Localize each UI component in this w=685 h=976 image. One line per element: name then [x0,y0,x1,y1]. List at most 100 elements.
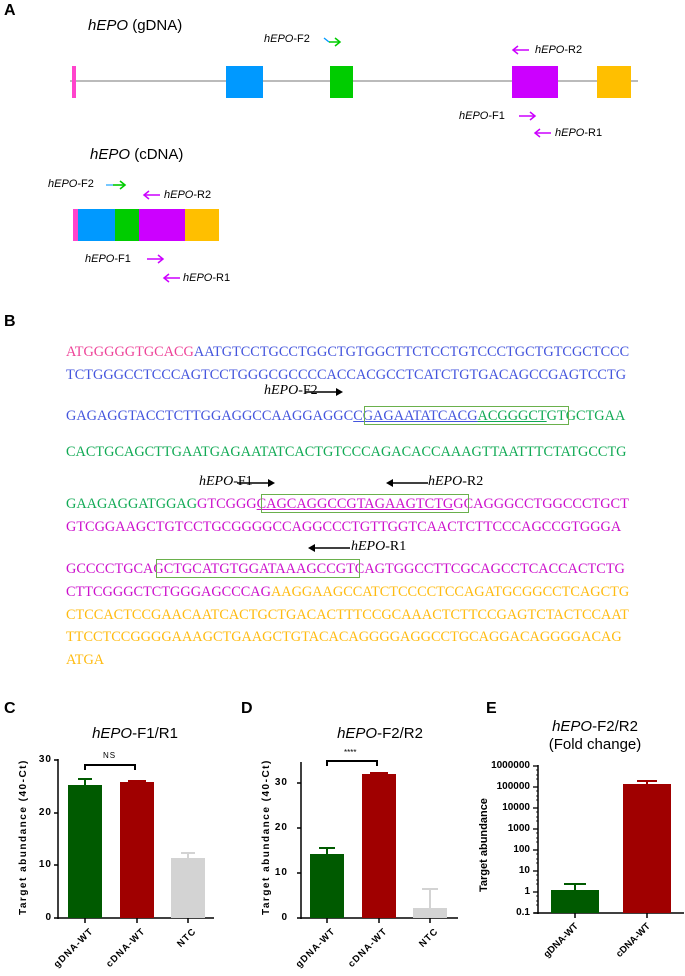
sequence-segment-exon3: ACGGGCT [477,408,547,424]
sequence-line: ATGGGGGTGCACGAATGTCCTGCCTGGCTGTGGCTTCTCC… [66,343,629,361]
seq-annotation-f1: hEPO-F1 [199,474,253,489]
sequence-line: GCCCCTGCAGCTGCATGTGGATAAAGCCGTCAGTGGCCTT… [66,560,625,578]
chart-e-title: hEPO-F2/R2 [552,718,638,735]
seq-annotation-r2: hEPO-R2 [428,474,484,489]
panel-label-b: B [4,313,16,330]
sequence-segment-exon4: GCTGCATGTGGATAAAGCCG [153,561,347,577]
chart-d-ytick: 30 [274,777,288,788]
gdna-primer-f1-label: hEPO-F1 [459,110,505,122]
gdna-primer-r2-label: hEPO-R2 [535,44,583,56]
cdna-diagram [73,209,219,241]
panel-label-c: C [4,700,16,717]
cdna-primer-f2-label: hEPO-F2 [48,178,94,190]
sequence-segment-exon2: TCTGGGCCTCCCAGTCCTGGGCGCCCCACCACGCCTCATC… [66,367,627,383]
primer-box-r1 [156,559,360,578]
sequence-segment-exon3: GTGCTGAA [546,408,626,424]
chart-e-ylabel: Target abundance [478,798,490,892]
sequence-segment-exon4: GTCGGAAGCTGTCCTGCGGGGCCAGGCCCTGTTGGTCAAC… [66,519,622,535]
sequence-line: CTCCACTCCGAACAATCACTGCTGACACTTTCCGCAAACT… [66,606,629,624]
chart-d [297,760,458,923]
sequence-line: TCTGGGCCTCCCAGTCCTGGGCGCCCCACCACGCCTCATC… [66,366,626,384]
sequence-line: CTTCGGGCTCTGGGAGCCCAGAAGGAAGCCATCTCCCCTC… [66,583,629,601]
sequence-segment-exon2: CGAGAATATCACG [353,408,478,424]
gene-name: hEPO [88,17,129,34]
seq-annotation-f2: hEPO-F2 [264,383,318,398]
seq-annotation-r1: hEPO-R1 [351,539,407,554]
r1-left-arrow-icon [308,544,350,552]
gdna-suffix: (gDNA) [128,17,183,34]
chart-d-ylabel: Target abundance (40-Ct) [261,759,272,915]
f2-right-arrow-icon [305,388,343,396]
chart-c-ylabel: Target abundance (40-Ct) [18,759,29,915]
panel-label-d: D [241,700,253,717]
chart-e-ytick: 1000000 [491,760,530,771]
chart-e-ytick: 1 [524,886,530,897]
gdna-diagram [0,0,685,140]
cdna-primer-f1-label: hEPO-F1 [85,253,131,265]
sequence-segment-exon4: GCAGGGCCTGGCCCTGCT [453,496,629,512]
exon-5 [597,66,631,98]
chart-c [54,759,214,923]
chart-d-ytick: 0 [281,912,288,923]
chart-d-significance: **** [344,748,357,757]
cdna-primer-r2-arrow-icon [142,190,160,200]
primer-r2-arrow-icon [511,45,529,55]
exon-1 [72,66,76,98]
cdna-primer-r1-arrow-icon [162,273,180,283]
cdna-exon-3 [115,209,139,241]
cdna-primer-f2-arrow-icon [106,180,127,190]
sequence-segment-exon1: ATGGGGGTGCACG [66,344,194,360]
primer-f1-arrow-icon [519,111,537,121]
cdna-exon-4 [139,209,185,241]
panel-label-a: A [4,2,16,19]
sequence-segment-exon4: TCAGTGGCCTTCGCAGCCTCACCACTCTG [346,561,625,577]
sequence-segment-exon5: TTCCTCCGGGGAAAGCTGAAGCTGTACACAGGGGAGGCCT… [66,629,622,645]
cdna-exon-2 [78,209,115,241]
sequence-segment-exon2: AATGTCCTGCCTGGCTGTGGCTTCTCCTGTCCCTGCTGTC… [193,344,630,360]
gdna-title: hEPO (gDNA) [88,17,182,34]
chart-c-title: hEPO-F1/R1 [92,725,178,742]
cdna-primer-f1-arrow-icon [147,254,165,264]
chart-d-title: hEPO-F2/R2 [337,725,423,742]
cdna-exon-5 [185,209,219,241]
chart-e-ytick: 10000 [502,802,530,813]
sequence-segment-exon3: GAAGAGGATGGAG [66,496,198,512]
sequence-line: TTCCTCCGGGGAAAGCTGAAGCTGTACACAGGGGAGGCCT… [66,628,622,646]
sequence-segment-exon5: AAGGAAGCCATCTCCCCTCCAGATGCGGCCTCAGCTG [270,584,630,600]
sequence-segment-exon2: GAGAGGTACCTCTTGGAGGCCAAGGAGGC [66,408,354,424]
sequence-segment-exon4: CTTCGGGCTCTGGGAGCCCAG [66,584,271,600]
chart-e [533,765,684,918]
panel-label-e: E [486,700,497,717]
exon-3 [330,66,353,98]
chart-d-ytick: 10 [274,867,288,878]
sequence-segment-exon4: GCCCCTGCA [66,561,154,577]
cdna-title: hEPO (cDNA) [90,146,184,163]
exon-4 [512,66,558,98]
chart-c-significance: NS [103,751,117,760]
chart-e-ytick: 100000 [496,781,530,792]
cdna-primer-r2-label: hEPO-R2 [164,189,212,201]
sequence-line: ATGA [66,651,104,669]
primer-box-f2 [364,406,569,425]
chart-c-ytick: 30 [38,754,52,765]
primer-f2-arrow-icon [323,37,342,47]
intron-line [70,80,638,82]
sequence-segment-exon5: ATGA [66,652,105,668]
primer-r1-arrow-icon [533,128,551,138]
chart-e-subtitle: (Fold change) [548,736,642,753]
r2-left-arrow-icon [386,479,428,487]
chart-c-ytick: 0 [45,912,52,923]
sequence-segment-exon5: CTCCACTCCGAACAATCACTGCTGACACTTTCCGCAAACT… [66,607,629,623]
chart-c-ytick: 20 [38,807,52,818]
chart-e-ytick: 10 [518,865,530,876]
cdna-primer-r1-label: hEPO-R1 [183,272,231,284]
primer-box-r2 [261,494,469,513]
sequence-line: GAGAGGTACCTCTTGGAGGCCAAGGAGGCCGAGAATATCA… [66,407,625,425]
chart-e-ytick: 0.1 [516,907,530,918]
cdna-exon-1 [73,209,78,241]
sequence-line: CACTGCAGCTTGAATGAGAATATCACTGTCCCAGACACCA… [66,443,627,461]
chart-e-ytick: 1000 [507,823,530,834]
chart-c-ytick: 10 [38,859,52,870]
sequence-segment-exon4: GTCGGG [197,496,257,512]
exon-2 [226,66,263,98]
